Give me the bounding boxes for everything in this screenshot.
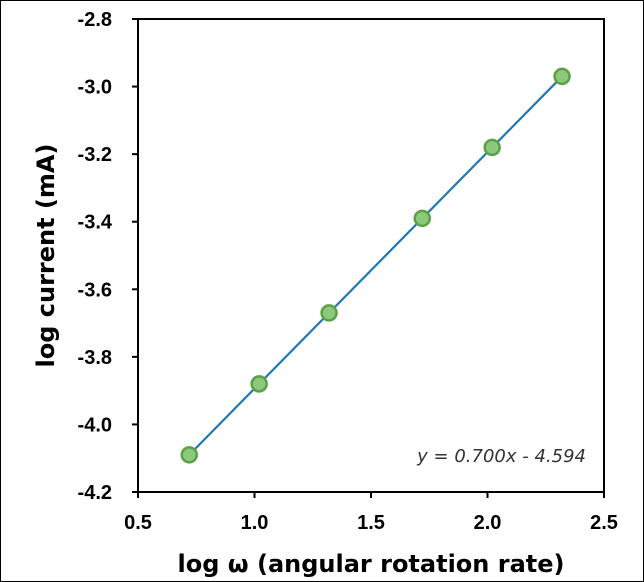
y-tick-label: -3.6 <box>78 279 112 301</box>
y-axis-title: log current (mA) <box>32 144 60 368</box>
y-tick-labels: -2.8 -3.0 -3.2 -3.4 -3.6 -3.8 -4.0 -4.2 <box>78 9 113 504</box>
y-tick-label: -4.2 <box>78 482 112 504</box>
data-point <box>483 138 501 157</box>
trendline <box>188 75 563 456</box>
x-tick-label: 1.5 <box>357 512 385 534</box>
data-point <box>413 209 432 228</box>
axes <box>137 18 605 493</box>
y-tick-label: -3.2 <box>78 144 112 166</box>
x-tick-label: 0.5 <box>124 512 152 534</box>
data-point <box>320 304 338 322</box>
y-tick-label: -3.8 <box>78 347 112 369</box>
plot-area-border <box>137 18 605 493</box>
trendline-group <box>188 75 563 456</box>
data-point <box>180 446 199 464</box>
data-point <box>250 375 268 393</box>
y-tick-label: -3.4 <box>78 212 113 234</box>
x-tick-label: 2.5 <box>590 512 618 534</box>
x-tick-label: 1.0 <box>241 512 269 534</box>
y-tick-label: -3.0 <box>78 77 112 99</box>
y-tick-label: -4.0 <box>78 414 112 436</box>
data-point <box>553 67 571 86</box>
y-tick-label: -2.8 <box>78 9 112 31</box>
trendline-equation: y = 0.700x - 4.594 <box>416 446 586 467</box>
x-tick-labels: 0.5 1.0 1.5 2.0 2.5 <box>124 512 618 534</box>
data-points <box>180 67 571 464</box>
x-axis-title: log ω (angular rotation rate) <box>178 550 565 578</box>
tick-marks <box>132 18 605 498</box>
x-tick-label: 2.0 <box>474 512 502 534</box>
